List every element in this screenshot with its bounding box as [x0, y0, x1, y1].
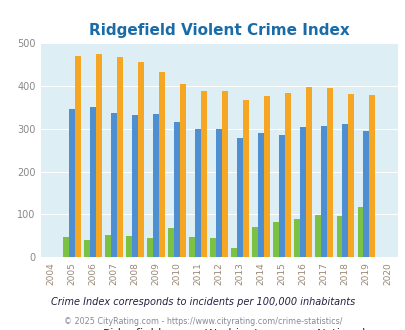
- Bar: [252, 227, 258, 257]
- Text: © 2025 CityRating.com - https://www.cityrating.com/crime-statistics/: © 2025 CityRating.com - https://www.city…: [64, 317, 341, 326]
- Bar: [189, 237, 195, 257]
- Bar: [126, 236, 132, 257]
- Bar: [336, 216, 341, 257]
- Legend: Ridgefield, Washington, National: Ridgefield, Washington, National: [72, 328, 365, 330]
- Bar: [300, 126, 305, 257]
- Bar: [347, 94, 353, 257]
- Bar: [195, 129, 200, 257]
- Bar: [341, 123, 347, 257]
- Bar: [285, 93, 290, 257]
- Bar: [315, 215, 321, 257]
- Bar: [180, 83, 185, 257]
- Bar: [210, 238, 216, 257]
- Bar: [258, 133, 264, 257]
- Title: Ridgefield Violent Crime Index: Ridgefield Violent Crime Index: [89, 22, 349, 38]
- Bar: [138, 62, 144, 257]
- Text: Crime Index corresponds to incidents per 100,000 inhabitants: Crime Index corresponds to incidents per…: [51, 297, 354, 307]
- Bar: [90, 107, 96, 257]
- Bar: [132, 115, 138, 257]
- Bar: [264, 96, 269, 257]
- Bar: [326, 88, 333, 257]
- Bar: [153, 114, 159, 257]
- Bar: [84, 240, 90, 257]
- Bar: [63, 237, 69, 257]
- Bar: [222, 91, 228, 257]
- Bar: [168, 228, 174, 257]
- Bar: [159, 72, 164, 257]
- Bar: [147, 238, 153, 257]
- Bar: [105, 235, 111, 257]
- Bar: [321, 126, 326, 257]
- Bar: [96, 54, 102, 257]
- Bar: [231, 248, 237, 257]
- Bar: [243, 100, 249, 257]
- Bar: [237, 138, 243, 257]
- Bar: [362, 131, 369, 257]
- Bar: [279, 135, 285, 257]
- Bar: [75, 56, 81, 257]
- Bar: [357, 207, 362, 257]
- Bar: [200, 91, 207, 257]
- Bar: [294, 219, 300, 257]
- Bar: [273, 222, 279, 257]
- Bar: [111, 113, 117, 257]
- Bar: [305, 87, 311, 257]
- Bar: [69, 109, 75, 257]
- Bar: [117, 57, 123, 257]
- Bar: [369, 95, 374, 257]
- Bar: [216, 129, 222, 257]
- Bar: [174, 122, 180, 257]
